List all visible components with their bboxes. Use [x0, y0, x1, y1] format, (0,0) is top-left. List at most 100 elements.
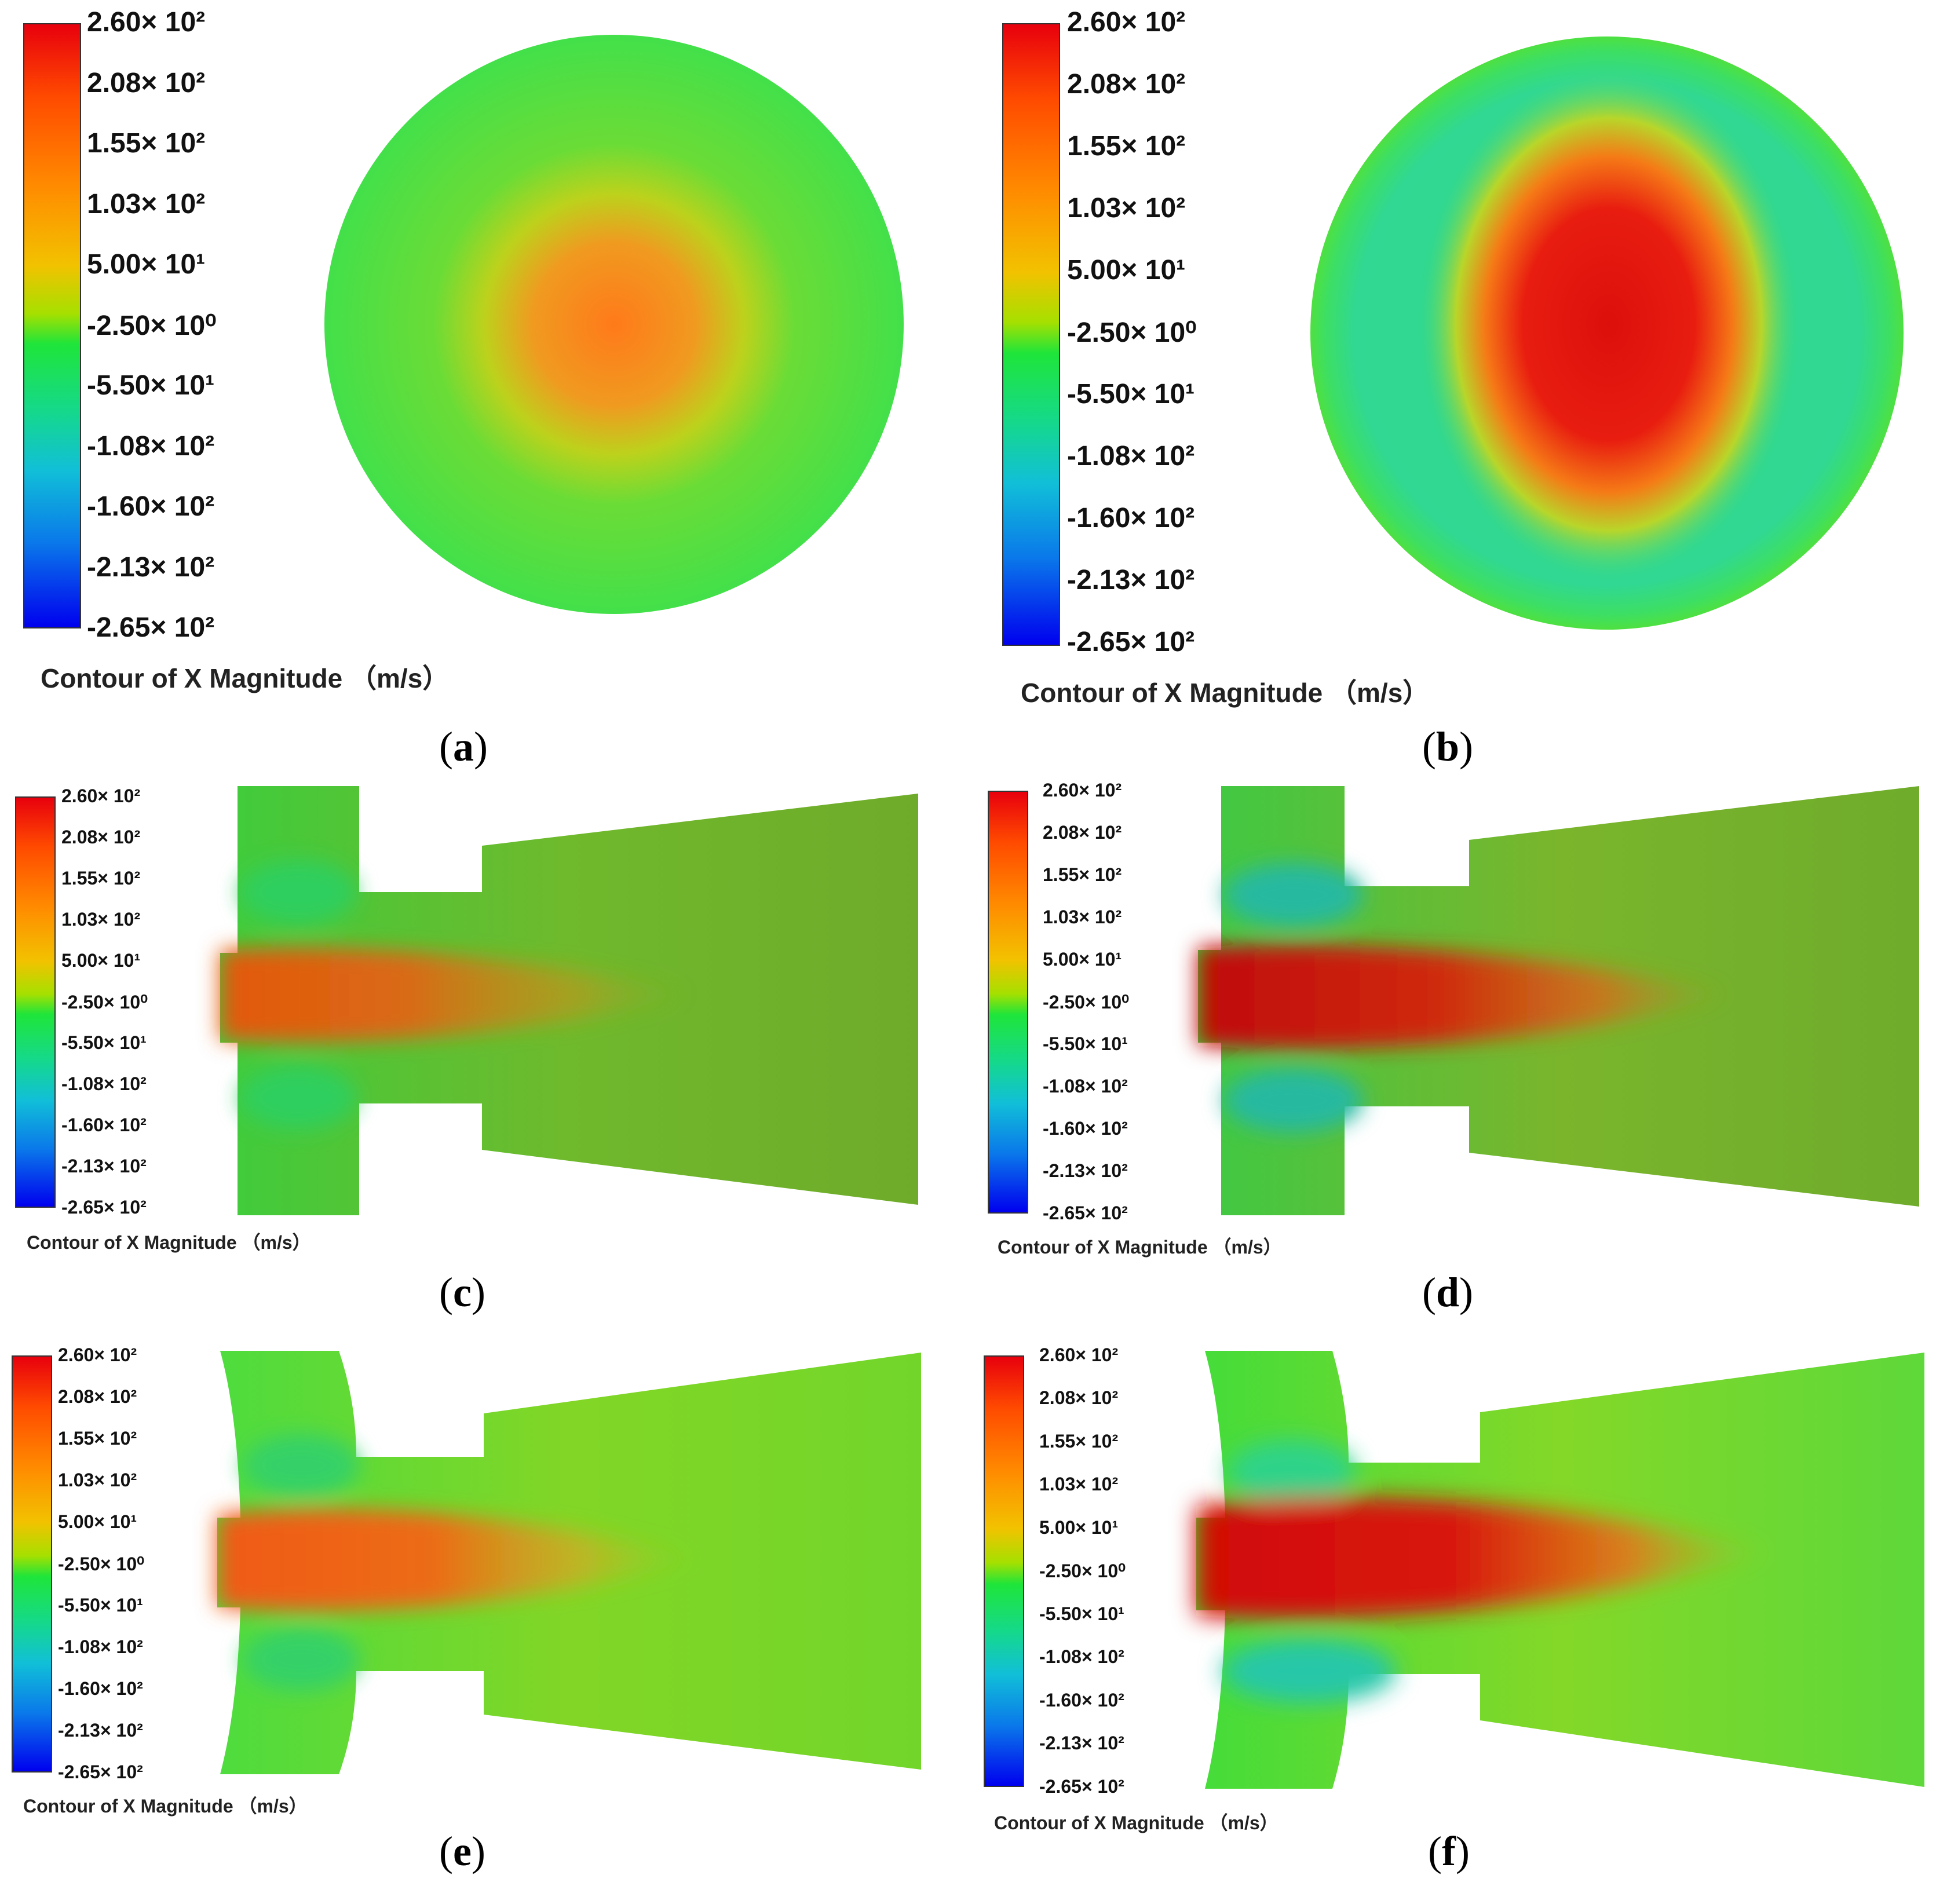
recirculation-zone-upper-d [1224, 863, 1363, 927]
colorbar-tick-label: -1.60× 10² [58, 1678, 143, 1699]
contour-plot-a [324, 35, 904, 614]
colorbar-tick-label: -1.60× 10² [1067, 503, 1195, 534]
colorbar-tick-label: 5.00× 10¹ [1067, 255, 1186, 286]
contour-plot-e [217, 1351, 921, 1774]
colorbar-tick-label: -2.13× 10² [58, 1719, 143, 1741]
colorbar-tick-label: 5.00× 10¹ [1043, 948, 1122, 970]
colorbar-tick-label: 1.55× 10² [87, 128, 206, 159]
colorbar-tick-label: -2.13× 10² [1039, 1733, 1124, 1754]
colorbar-tick-label: -1.08× 10² [87, 430, 215, 462]
colorbar-tick-label: -1.08× 10² [1039, 1646, 1124, 1668]
colorbar-tick-label: -1.60× 10² [1043, 1117, 1128, 1139]
colorbar-tick-label: -5.50× 10¹ [1043, 1033, 1128, 1054]
colorbar-tick-label: -2.50× 10⁰ [1039, 1561, 1126, 1582]
colorbar-tick-label: 2.60× 10² [58, 1344, 137, 1365]
colorbar-tick-label: 1.03× 10² [58, 1469, 137, 1490]
colorbar-tick-label: 2.60× 10² [1039, 1344, 1119, 1365]
colorbar-tick-label: -1.60× 10² [1039, 1689, 1124, 1711]
colorbar-tick-label: -5.50× 10¹ [61, 1032, 147, 1053]
recirculation-zone-lower-e [243, 1628, 359, 1691]
contour-plot-f [1196, 1351, 1924, 1789]
colorbar-tick-label: 2.60× 10² [87, 7, 206, 38]
recirculation-zone-upper-f [1228, 1439, 1356, 1503]
colorbar-tick-label: -2.50× 10⁰ [87, 310, 217, 341]
colorbar-b [1002, 23, 1060, 646]
colorbar-tick-label: -2.13× 10² [1043, 1160, 1128, 1181]
colorbar-tick-label: 2.60× 10² [61, 785, 141, 806]
colorbar-tick-label: 1.55× 10² [58, 1427, 137, 1449]
contour-plot-c [220, 786, 918, 1215]
jet-core-f [1196, 1497, 1773, 1620]
colorbar-tick-label: -2.13× 10² [61, 1155, 147, 1176]
velocity-field-a [324, 35, 904, 614]
colorbar-tick-label: 2.08× 10² [61, 826, 141, 847]
colorbar-tick-label: -2.65× 10² [87, 612, 215, 644]
colorbar-tick-label: -1.08× 10² [1067, 441, 1195, 472]
colorbar-tick-label: -1.60× 10² [61, 1114, 147, 1135]
colorbar-tick-label: -2.50× 10⁰ [61, 991, 148, 1013]
jet-core-e [217, 1508, 701, 1611]
colorbar-tick-label: -2.65× 10² [1043, 1202, 1128, 1223]
recirculation-zone-lower-d [1224, 1069, 1363, 1132]
colorbar-tick-label: 2.08× 10² [1039, 1387, 1119, 1409]
jet-core-d [1198, 944, 1734, 1049]
colorbar-tick-label: 2.08× 10² [87, 67, 206, 98]
colorbar-tick-label: -2.50× 10⁰ [1067, 317, 1197, 349]
contour-plot-b [1310, 36, 1904, 630]
colorbar-caption-b: Contour of X Magnitude （m/s） [1021, 678, 1430, 708]
colorbar-tick-label: -2.65× 10² [61, 1196, 147, 1218]
panel-label-e: (e) [439, 1828, 485, 1874]
colorbar-tick-label: -2.65× 10² [1039, 1775, 1124, 1797]
panel-label-d: (d) [1422, 1269, 1474, 1315]
colorbar-d [988, 791, 1028, 1214]
colorbar-e [12, 1355, 52, 1773]
colorbar-caption-a: Contour of X Magnitude （m/s） [41, 663, 450, 693]
colorbar-tick-label: 1.03× 10² [61, 908, 141, 930]
colorbar-tick-label: 5.00× 10¹ [1039, 1516, 1119, 1538]
colorbar-tick-label: -5.50× 10¹ [1039, 1603, 1124, 1624]
recirculation-zone-upper-e [243, 1434, 359, 1497]
colorbar-tick-label: -2.13× 10² [87, 551, 215, 583]
colorbar-caption-c: Contour of X Magnitude （m/s） [27, 1232, 311, 1253]
colorbar-tick-label: 1.55× 10² [1039, 1430, 1119, 1452]
colorbar-tick-label: 1.03× 10² [87, 188, 206, 220]
colorbar-tick-label: -5.50× 10¹ [1067, 379, 1195, 410]
colorbar-c [15, 796, 56, 1208]
colorbar-f [984, 1355, 1024, 1787]
colorbar-tick-label: 2.60× 10² [1067, 7, 1186, 38]
colorbar-tick-label: 1.03× 10² [1067, 193, 1186, 224]
colorbar-tick-label: -2.50× 10⁰ [58, 1553, 144, 1574]
colorbar-tick-label: -5.50× 10¹ [58, 1594, 143, 1616]
colorbar-tick-label: -2.65× 10² [58, 1761, 143, 1782]
colorbar-tick-label: 5.00× 10¹ [58, 1511, 137, 1532]
colorbar-tick-label: -5.50× 10¹ [87, 370, 215, 401]
panel-label-c: (c) [439, 1269, 485, 1315]
colorbar-tick-label: 5.00× 10¹ [61, 949, 141, 971]
panel-label-a: (a) [439, 723, 488, 770]
colorbar-tick-label: -2.65× 10² [1067, 627, 1195, 658]
colorbar-tick-label: 1.55× 10² [1067, 131, 1186, 162]
recirculation-zone-lower-c [240, 1066, 356, 1130]
panel-label-b: (b) [1422, 723, 1474, 770]
colorbar-tick-label: -1.08× 10² [61, 1073, 147, 1094]
colorbar-tick-label: 2.08× 10² [58, 1386, 137, 1407]
colorbar-tick-label: -1.08× 10² [1043, 1075, 1128, 1097]
colorbar-tick-label: 2.60× 10² [1043, 779, 1122, 801]
jet-core-c [220, 948, 692, 1043]
colorbar-caption-e: Contour of X Magnitude （m/s） [23, 1796, 308, 1817]
colorbar-caption-d: Contour of X Magnitude （m/s） [998, 1237, 1282, 1258]
colorbar-tick-label: 2.08× 10² [1067, 69, 1186, 100]
colorbar-tick-label: 1.03× 10² [1043, 906, 1122, 927]
colorbar-caption-f: Contour of X Magnitude （m/s） [994, 1812, 1279, 1833]
colorbar-tick-label: -2.13× 10² [1067, 565, 1195, 596]
recirculation-zone-lower-f [1222, 1639, 1396, 1703]
colorbar-tick-label: 1.55× 10² [1043, 864, 1122, 885]
colorbar-tick-label: 5.00× 10¹ [87, 249, 206, 280]
colorbar-tick-label: -1.08× 10² [58, 1636, 143, 1657]
colorbar-a [23, 23, 81, 628]
velocity-field-b-core [1418, 67, 1800, 582]
contour-plot-d [1198, 786, 1919, 1215]
colorbar-tick-label: -2.50× 10⁰ [1043, 991, 1129, 1013]
panel-label-f: (f) [1428, 1828, 1470, 1874]
recirculation-zone-upper-c [240, 860, 356, 924]
